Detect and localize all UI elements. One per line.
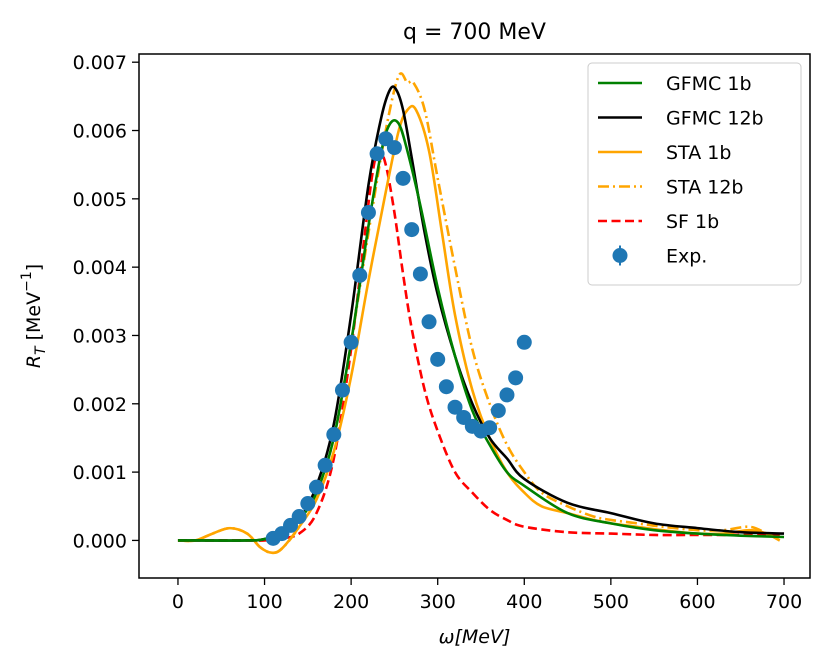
y-tick-label: 0.001: [73, 462, 127, 484]
exp-data-point: [430, 351, 446, 367]
x-axis-title: ω[MeV]: [439, 626, 511, 648]
y-axis-title: RT [MeV−1]: [19, 264, 49, 368]
exp-data-point: [386, 140, 402, 156]
scatter-layer: [265, 131, 532, 546]
exp-data-point: [438, 379, 454, 395]
legend-label: Exp.: [666, 246, 707, 268]
y-tick-label: 0.003: [73, 325, 127, 347]
x-tick-label: 500: [593, 591, 629, 613]
exp-data-point: [482, 420, 498, 436]
x-tick-label: 400: [506, 591, 542, 613]
chart-title: q = 700 MeV: [403, 20, 546, 45]
exp-data-point: [499, 387, 515, 403]
y-tick-label: 0.004: [73, 257, 127, 279]
x-tick-label: 200: [333, 591, 369, 613]
y-axis-title-symbol: R: [23, 355, 45, 368]
legend-items: GFMC 1b GFMC 12b STA 1b STA 12b SF 1b Exp.: [598, 73, 764, 268]
exp-data-point: [308, 479, 324, 495]
exp-data-point: [300, 496, 316, 512]
exp-data-point: [395, 170, 411, 186]
x-axis: 0 100 200 300 400 500 600 700: [172, 578, 802, 613]
legend-swatch-exp: [612, 248, 628, 263]
y-tick-label: 0.007: [73, 52, 127, 74]
plot-frame: [138, 53, 811, 579]
exp-data-point: [369, 146, 385, 162]
exp-data-point: [326, 427, 342, 443]
y-tick-label: 0.000: [73, 530, 127, 552]
legend-label: STA 1b: [666, 142, 731, 164]
x-tick-label: 0: [172, 591, 184, 613]
exp-data-point: [317, 457, 333, 473]
series-line-sta-12b: [177, 72, 781, 555]
legend-label: SF 1b: [666, 211, 719, 233]
x-tick-label: 700: [766, 591, 802, 613]
y-axis-title-unit-close: ]: [23, 264, 45, 271]
legend-label: GFMC 1b: [666, 73, 752, 95]
y-axis-title-unit-exponent: −1: [19, 271, 35, 292]
legend-label: GFMC 12b: [666, 108, 764, 130]
exp-data-point: [412, 266, 428, 282]
exp-data-point: [508, 370, 524, 386]
exp-data-point: [490, 403, 506, 419]
exp-data-point: [334, 382, 350, 398]
exp-data-point: [343, 334, 359, 350]
y-tick-label: 0.006: [73, 121, 127, 143]
x-tick-label: 600: [679, 591, 715, 613]
y-tick-label: 0.005: [73, 189, 127, 211]
legend: GFMC 1b GFMC 12b STA 1b STA 12b SF 1b Exp.: [587, 62, 802, 286]
y-axis-title-subscript: T: [33, 345, 49, 355]
series-layer: [177, 72, 785, 555]
exp-data-point: [404, 222, 420, 238]
exp-data-point: [421, 314, 437, 330]
x-tick-label: 300: [420, 591, 456, 613]
series-line-sf-1b: [177, 149, 785, 542]
exp-data-point: [360, 204, 376, 220]
exp-data-point: [291, 509, 307, 525]
y-axis-title-unit: [MeV: [23, 292, 45, 341]
y-axis: 0.000 0.001 0.002 0.003 0.004 0.005 0.006 0.007: [73, 52, 139, 552]
exp-data-point: [516, 334, 532, 350]
exp-data-point: [447, 399, 463, 415]
x-tick-label: 100: [246, 591, 282, 613]
y-tick-label: 0.002: [73, 394, 127, 416]
exp-data-point: [352, 267, 368, 283]
legend-label: STA 12b: [666, 177, 743, 199]
